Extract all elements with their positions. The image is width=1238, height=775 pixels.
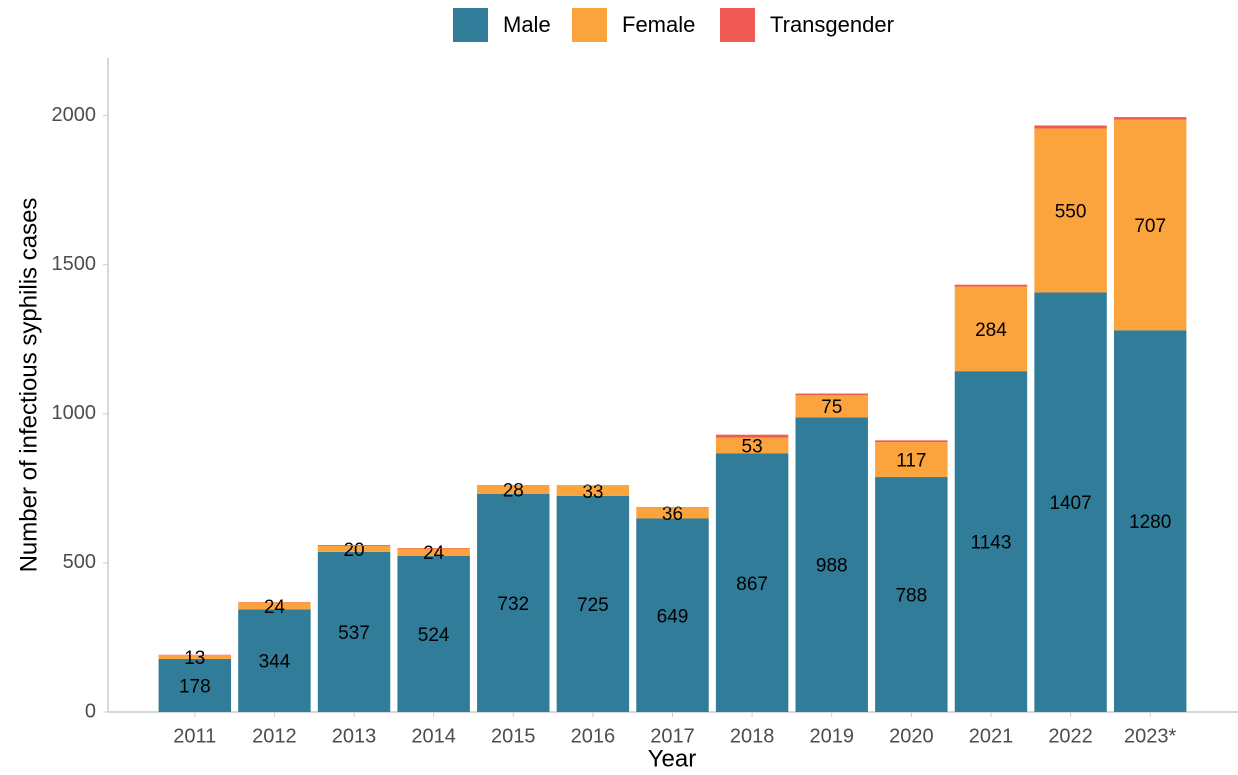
value-label: 725 — [577, 595, 609, 616]
y-tick-label: 0 — [85, 700, 96, 722]
x-tick-label: 2017 — [650, 725, 695, 747]
y-tick-label: 1500 — [52, 253, 97, 275]
value-label: 344 — [259, 652, 291, 673]
bar-segment — [715, 434, 789, 438]
value-label: 537 — [338, 623, 370, 644]
bar-segment — [238, 609, 311, 712]
value-label: 1407 — [1049, 493, 1091, 514]
x-tick-label: 2011 — [173, 725, 216, 747]
bar-segment — [875, 440, 948, 443]
x-tick-label: 2012 — [252, 725, 297, 747]
bar-segment — [954, 284, 1028, 287]
value-label: 75 — [821, 397, 842, 418]
bar-segment — [875, 477, 948, 712]
bar-segment — [1113, 119, 1187, 331]
bar-segment — [397, 555, 470, 712]
value-label: 988 — [816, 556, 848, 577]
legend-label: Transgender — [770, 12, 894, 37]
value-label: 28 — [503, 481, 524, 502]
x-tick-label: 2013 — [332, 725, 377, 747]
y-tick-label: 2000 — [52, 104, 97, 126]
y-tick-label: 1000 — [52, 402, 97, 424]
x-tick-label: 2016 — [571, 725, 616, 747]
value-label: 117 — [896, 451, 926, 472]
value-label: 707 — [1134, 216, 1166, 237]
value-label: 20 — [343, 540, 364, 561]
value-label: 178 — [179, 676, 211, 697]
x-tick-label: 2022 — [1048, 725, 1093, 747]
legend-label: Male — [503, 12, 551, 37]
bar-segment — [317, 545, 391, 546]
value-label: 788 — [895, 586, 927, 607]
bar-segment — [397, 548, 470, 549]
bar-segment — [1034, 292, 1107, 712]
x-tick-label: 2019 — [809, 725, 854, 747]
bar-segment — [636, 518, 709, 712]
value-label: 732 — [497, 594, 529, 615]
value-label: 284 — [975, 320, 1007, 341]
bar-segment — [954, 371, 1028, 712]
value-label: 524 — [418, 625, 450, 646]
bar-segment — [556, 495, 630, 712]
bar-segment — [556, 485, 630, 486]
bar-segment — [317, 551, 391, 712]
bar-segment — [715, 437, 789, 454]
bar-segment — [397, 548, 470, 556]
bar-segment — [158, 658, 232, 712]
legend-swatch — [453, 8, 488, 42]
bar-segment — [715, 453, 789, 712]
x-tick-label: 2018 — [730, 725, 775, 747]
value-label: 24 — [264, 597, 286, 618]
bar-segment — [477, 493, 550, 712]
x-tick-label: 2015 — [491, 725, 536, 747]
bar-segment — [795, 393, 868, 396]
value-label: 24 — [423, 543, 445, 564]
bar-segment — [636, 507, 709, 519]
y-axis-title: Number of infectious syphilis cases — [15, 198, 42, 573]
bar-segment — [636, 507, 709, 508]
bar-segment — [1113, 330, 1187, 712]
value-label: 649 — [657, 606, 689, 627]
value-label: 1143 — [971, 533, 1012, 554]
bar-segment — [1034, 128, 1107, 293]
y-tick-label: 500 — [63, 551, 96, 573]
legend-swatch — [720, 8, 755, 42]
x-tick-label: 2020 — [889, 725, 934, 747]
legend-label: Female — [622, 12, 695, 37]
value-label: 36 — [662, 504, 683, 525]
value-label: 1280 — [1129, 512, 1171, 533]
x-axis-title: Year — [648, 745, 697, 772]
bar-segment — [795, 395, 868, 418]
bar-segment — [795, 417, 868, 712]
x-tick-label: 2021 — [969, 725, 1014, 747]
bar-segment — [158, 655, 232, 659]
x-tick-label: 2023* — [1124, 725, 1176, 747]
bar-segment — [954, 286, 1028, 372]
x-tick-label: 2014 — [411, 725, 456, 747]
bar-segment — [317, 545, 391, 552]
legend-swatch — [572, 8, 607, 42]
value-label: 13 — [184, 648, 205, 669]
bar-segment — [556, 485, 630, 496]
bar-segment — [875, 442, 948, 478]
bar-segment — [477, 485, 550, 494]
bar-segment — [1113, 117, 1187, 120]
value-label: 867 — [736, 574, 768, 595]
value-label: 33 — [582, 482, 603, 503]
bar-segment — [1034, 125, 1107, 129]
value-label: 550 — [1055, 201, 1087, 222]
value-label: 53 — [742, 437, 763, 458]
bar-segment — [238, 602, 311, 610]
